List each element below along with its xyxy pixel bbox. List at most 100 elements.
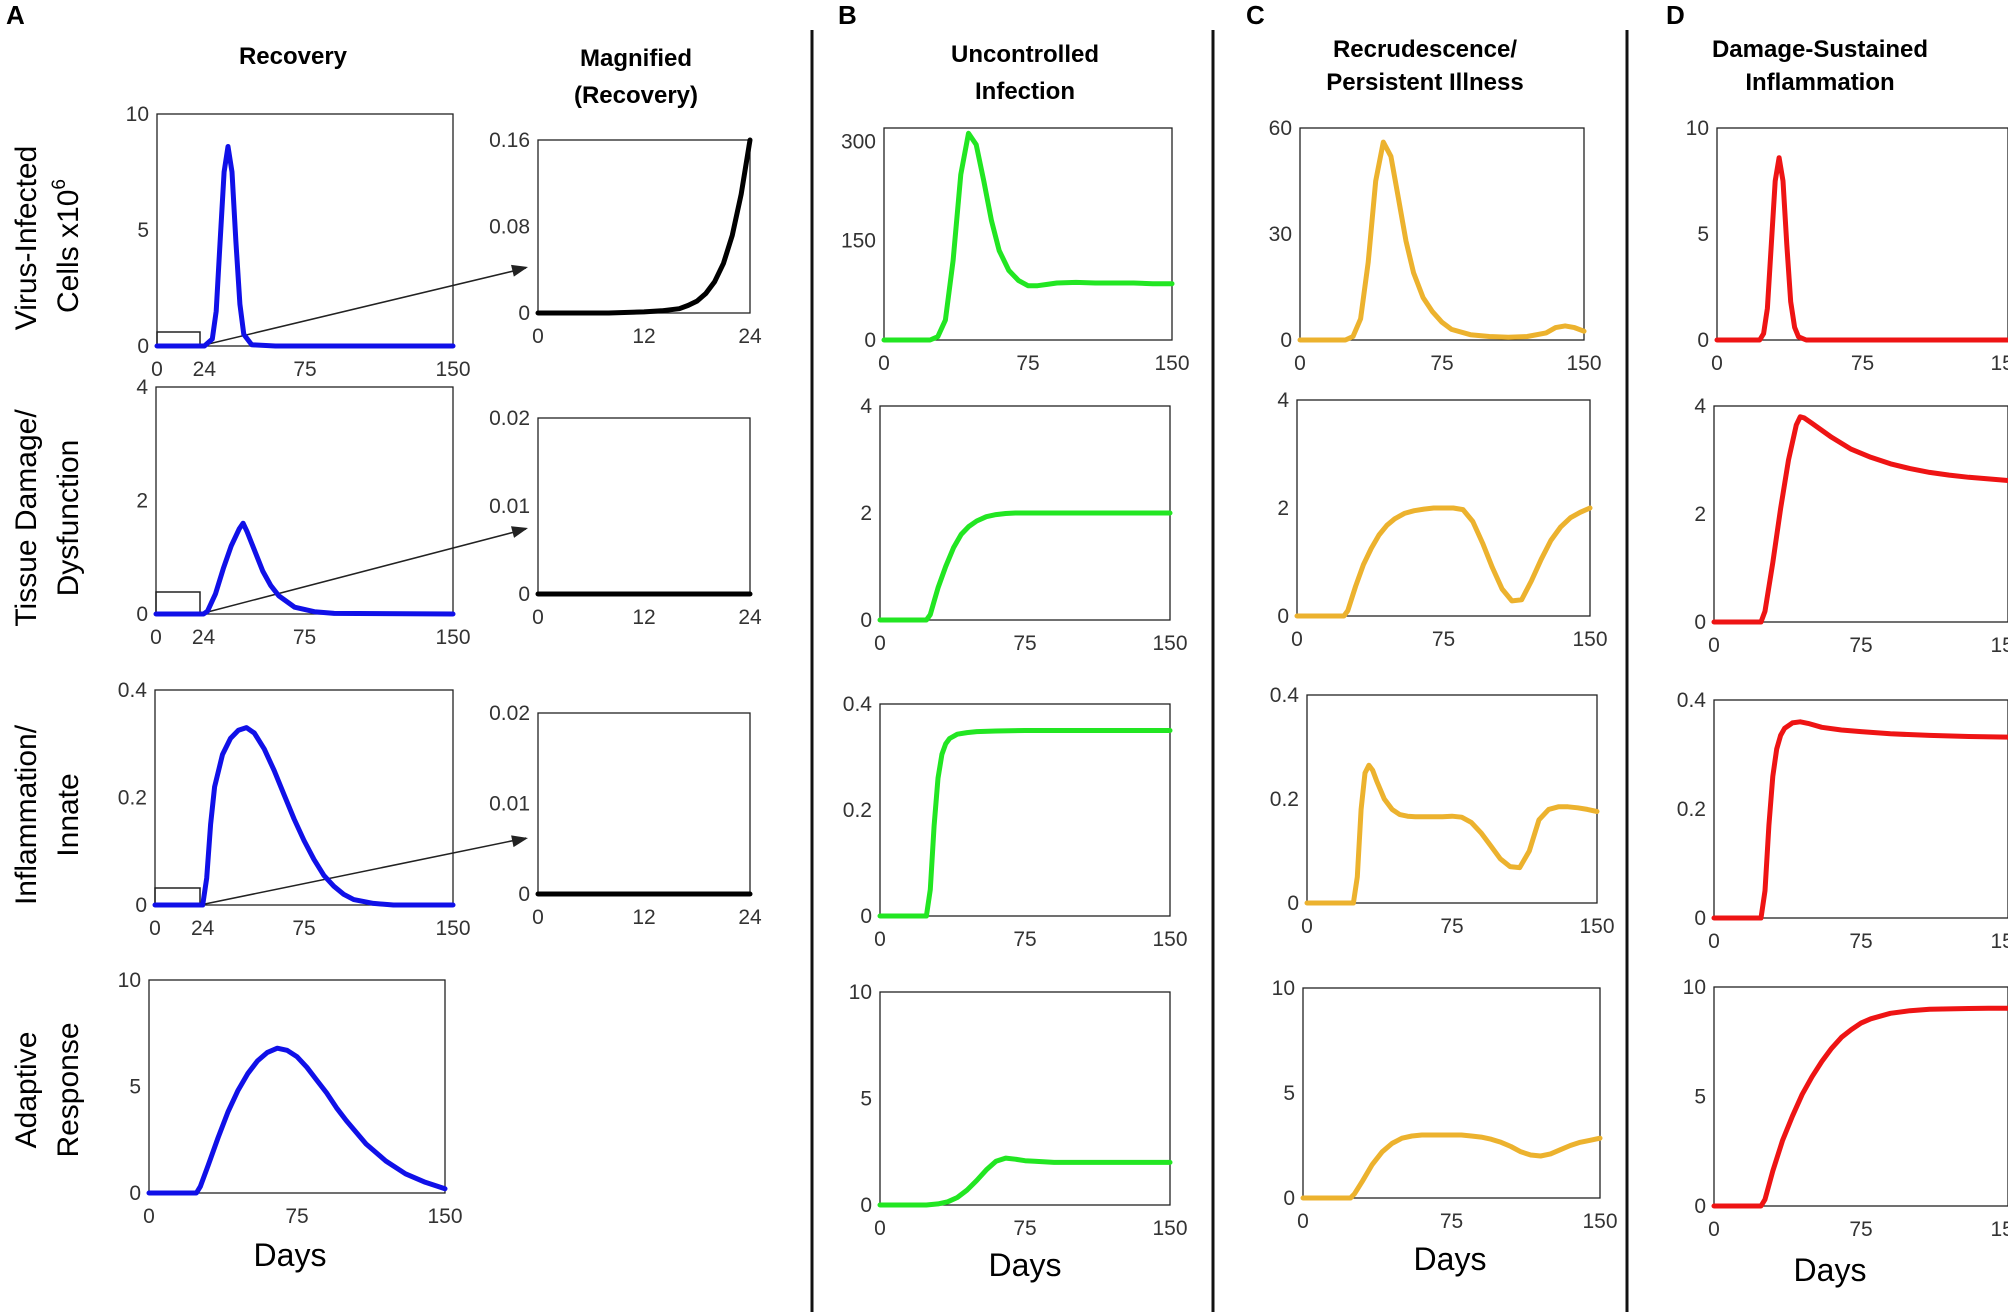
plot-A-inflammation-mag: 0 0.01 0.02 0 12 24 (489, 702, 762, 929)
x-tick-label: 75 (1849, 634, 1872, 657)
series-line (153, 520, 456, 617)
x-tick-label: 150 (435, 917, 470, 940)
x-tick-label: 0 (1708, 930, 1720, 953)
xlabel-a: Days (254, 1237, 327, 1273)
x-tick-label: 150 (1990, 930, 2008, 953)
x-tick-label: 150 (435, 626, 470, 649)
plot-frame (155, 386, 454, 615)
series-line (1711, 719, 2008, 921)
y-tick-label: 5 (1283, 1082, 1295, 1105)
title-recrudescence-line2: Persistent Illness (1326, 69, 1523, 96)
y-tick-label: 0 (1287, 892, 1299, 915)
x-tick-label: 24 (191, 917, 215, 940)
xlabel-c: Days (1414, 1241, 1487, 1277)
x-tick-label: 150 (1152, 632, 1187, 655)
y-tick-label: 0 (137, 335, 149, 358)
y-tick-label: 2 (136, 490, 148, 513)
y-tick-label: 150 (841, 230, 876, 253)
zoom-arrow-virus (199, 267, 527, 347)
panel-label-d: D (1666, 0, 1685, 30)
plot-B-virus: 0 150 300 0 75 150 (841, 127, 1190, 375)
x-tick-label: 0 (532, 606, 544, 629)
ylabel-adaptive-line2: Response (52, 1022, 85, 1157)
plot-frame (879, 991, 1171, 1206)
ylabel-inflammation-line1: Inflammation/ (10, 724, 43, 905)
y-tick-label: 0.01 (489, 793, 530, 816)
y-tick-label: 300 (841, 130, 876, 153)
x-tick-label: 0 (532, 325, 544, 348)
y-tick-label: 0 (860, 1194, 872, 1217)
zoom-arrowhead-inflammation (511, 835, 528, 848)
y-tick-label: 0.16 (489, 129, 530, 152)
x-tick-label: 0 (874, 928, 886, 951)
x-tick-label: 0 (1711, 352, 1723, 375)
plot-frame (537, 139, 751, 314)
title-damage-line1: Damage-Sustained (1712, 36, 1928, 63)
plot-A-virus: 0 5 10 0 24 75 150 (126, 103, 471, 381)
plot-A-tissue-mag: 0 0.01 0.02 0 12 24 (489, 407, 762, 629)
y-tick-label: 10 (126, 103, 149, 126)
ylabel-tissue-line1: Tissue Damage/ (10, 409, 43, 627)
series-line (1711, 414, 2008, 625)
plot-A-virus-mag: 0 0.08 0.16 0 12 24 (489, 129, 762, 348)
xlabel-d: Days (1794, 1252, 1867, 1288)
y-tick-label: 0.01 (489, 495, 530, 518)
y-tick-label: 0 (135, 894, 147, 917)
panel-label-b: B (838, 0, 857, 30)
x-tick-label: 75 (1013, 928, 1036, 951)
x-tick-label: 0 (1708, 634, 1720, 657)
zoom-arrowhead-tissue (511, 526, 528, 538)
zoom-arrowhead-virus (511, 264, 528, 277)
zoom-box-tissue (155, 591, 201, 615)
x-tick-label: 0 (1291, 628, 1303, 651)
y-tick-label: 10 (1272, 977, 1295, 1000)
y-tick-label: 0 (1694, 907, 1706, 930)
y-tick-label: 4 (1694, 395, 1706, 418)
x-tick-label: 75 (1432, 628, 1455, 651)
x-tick-label: 24 (738, 606, 762, 629)
x-tick-label: 150 (435, 358, 470, 381)
y-tick-label: 5 (1694, 1086, 1706, 1109)
series-line (1304, 762, 1600, 906)
x-tick-label: 75 (1849, 930, 1872, 953)
y-tick-label: 10 (1683, 976, 1706, 999)
series-line (154, 144, 456, 349)
plot-C-adaptive: 0 5 10 0 75 150 (1272, 977, 1618, 1233)
x-tick-label: 12 (632, 606, 655, 629)
plot-D-adaptive: 0 5 10 0 75 150 (1683, 976, 2008, 1241)
x-tick-label: 150 (1152, 1217, 1187, 1240)
ylabel-tissue-line2: Dysfunction (52, 440, 85, 597)
x-tick-label: 75 (1013, 632, 1036, 655)
series-line (1300, 1132, 1603, 1201)
x-tick-label: 150 (1566, 352, 1601, 375)
y-tick-label: 0 (518, 583, 530, 606)
x-tick-label: 24 (738, 906, 762, 929)
ylabel-tissue: Tissue Damage/ Dysfunction (10, 409, 85, 627)
plot-A-inflammation: 0 0.2 0.4 0 24 75 150 (118, 679, 471, 940)
title-uncontrolled-line2: Infection (975, 78, 1075, 105)
x-tick-label: 0 (151, 358, 163, 381)
series-line (877, 1155, 1173, 1208)
x-tick-label: 12 (632, 325, 655, 348)
plot-frame (148, 979, 446, 1194)
y-tick-label: 0 (864, 329, 876, 352)
plot-B-tissue: 0 2 4 0 75 150 (860, 395, 1187, 655)
y-tick-label: 0 (1694, 1195, 1706, 1218)
y-tick-label: 0 (1277, 605, 1289, 628)
y-tick-label: 0.4 (1270, 684, 1300, 707)
series-line (877, 510, 1173, 623)
ylabel-adaptive-line1: Adaptive (10, 1032, 43, 1149)
y-tick-label: 60 (1269, 117, 1292, 140)
x-tick-label: 75 (1849, 1218, 1872, 1241)
plot-frame (879, 703, 1171, 917)
x-tick-label: 12 (632, 906, 655, 929)
plot-frame (1302, 987, 1601, 1199)
panel-label-a: A (6, 0, 25, 30)
ylabel-inflammation: Inflammation/ Innate (10, 724, 85, 905)
y-tick-label: 30 (1269, 223, 1292, 246)
y-tick-label: 0 (518, 883, 530, 906)
y-tick-label: 0 (860, 609, 872, 632)
y-tick-label: 5 (129, 1076, 141, 1099)
